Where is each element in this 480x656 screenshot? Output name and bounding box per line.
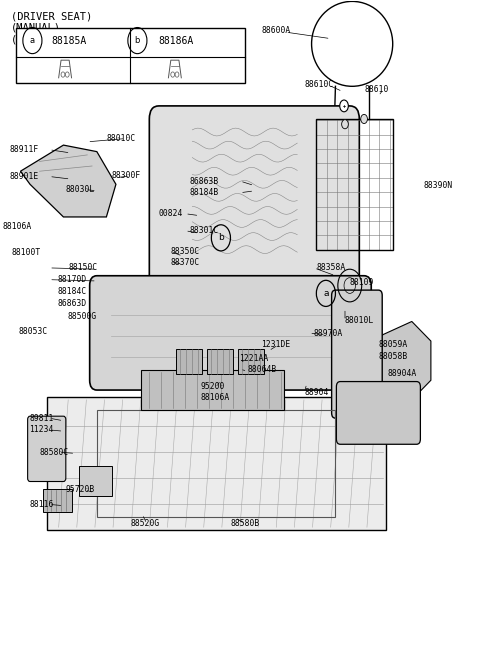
FancyBboxPatch shape: [47, 397, 385, 531]
Text: 88058B: 88058B: [378, 352, 408, 361]
FancyBboxPatch shape: [79, 466, 112, 496]
Circle shape: [361, 114, 367, 123]
FancyBboxPatch shape: [176, 349, 202, 374]
FancyBboxPatch shape: [43, 489, 72, 512]
Text: 88580C: 88580C: [39, 447, 69, 457]
Text: 88010L: 88010L: [345, 316, 374, 325]
Text: 88184C: 88184C: [58, 287, 87, 296]
Text: 88064B: 88064B: [247, 365, 276, 374]
Text: 88186A: 88186A: [159, 35, 194, 45]
Text: (090704-): (090704-): [11, 35, 67, 45]
FancyBboxPatch shape: [90, 276, 371, 390]
Text: 88053C: 88053C: [18, 327, 48, 337]
FancyBboxPatch shape: [28, 416, 66, 482]
FancyBboxPatch shape: [149, 106, 360, 328]
FancyBboxPatch shape: [16, 28, 245, 83]
Text: 88901E: 88901E: [10, 172, 39, 181]
Text: 88500G: 88500G: [67, 312, 96, 321]
Text: 88100T: 88100T: [12, 249, 41, 257]
FancyBboxPatch shape: [141, 370, 284, 409]
Text: 88904: 88904: [304, 388, 329, 396]
Text: 88911F: 88911F: [10, 145, 39, 154]
Text: 88904A: 88904A: [388, 369, 417, 379]
Text: 88184B: 88184B: [190, 188, 219, 197]
Text: 88580B: 88580B: [230, 520, 260, 529]
Text: 00824: 00824: [159, 209, 183, 218]
Text: a: a: [323, 289, 329, 298]
Text: b: b: [135, 36, 140, 45]
Polygon shape: [21, 145, 116, 217]
FancyBboxPatch shape: [336, 382, 420, 444]
Text: 88059A: 88059A: [378, 340, 408, 350]
Text: 88390N: 88390N: [424, 181, 453, 190]
FancyBboxPatch shape: [238, 349, 264, 374]
Text: 88150C: 88150C: [68, 264, 97, 272]
FancyBboxPatch shape: [332, 290, 382, 418]
Text: 88116: 88116: [29, 500, 53, 509]
Text: 88170D: 88170D: [58, 275, 87, 284]
Text: 88520G: 88520G: [130, 520, 159, 529]
Text: 95720B: 95720B: [66, 485, 95, 495]
Text: a: a: [30, 36, 35, 45]
Text: 88600A: 88600A: [262, 26, 291, 35]
Text: 88106A: 88106A: [201, 394, 230, 402]
Text: 86863D: 86863D: [58, 298, 87, 308]
Text: 1231DE: 1231DE: [262, 340, 291, 350]
Text: 88030L: 88030L: [66, 185, 95, 194]
Text: 88350C: 88350C: [171, 247, 200, 256]
Text: 1221AA: 1221AA: [239, 354, 268, 363]
Text: 88610: 88610: [364, 85, 388, 94]
Text: 88358A: 88358A: [316, 264, 346, 272]
Text: 88109: 88109: [350, 277, 374, 287]
Circle shape: [340, 100, 348, 112]
Text: 88370C: 88370C: [171, 258, 200, 266]
Text: 88010C: 88010C: [107, 134, 136, 143]
Text: 88301C: 88301C: [190, 226, 219, 235]
Text: 88106A: 88106A: [2, 222, 32, 231]
Text: (DRIVER SEAT): (DRIVER SEAT): [11, 11, 92, 21]
Text: 88970A: 88970A: [314, 329, 343, 338]
Text: 88185A: 88185A: [51, 35, 87, 45]
Text: 88610C: 88610C: [304, 80, 334, 89]
Text: (MANUAL): (MANUAL): [11, 23, 61, 33]
Text: 88300F: 88300F: [111, 171, 140, 180]
Text: 95200: 95200: [201, 382, 225, 391]
Text: b: b: [218, 234, 224, 242]
Text: 89811: 89811: [29, 414, 53, 422]
FancyBboxPatch shape: [206, 349, 233, 374]
Circle shape: [342, 119, 348, 129]
Text: 11234: 11234: [29, 425, 53, 434]
Text: 86863B: 86863B: [190, 176, 219, 186]
Polygon shape: [345, 321, 431, 400]
